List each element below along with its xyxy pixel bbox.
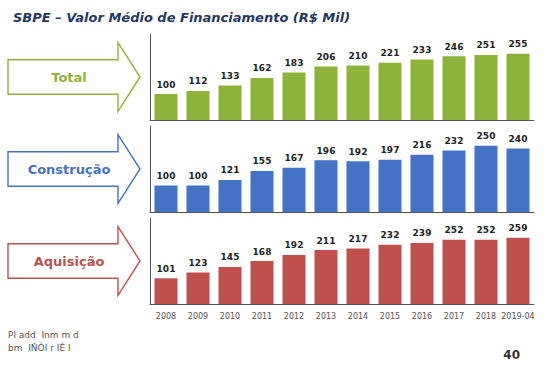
svg-text:259: 259 bbox=[509, 223, 528, 233]
svg-text:216: 216 bbox=[413, 140, 432, 150]
svg-text:251: 251 bbox=[477, 40, 496, 50]
svg-text:145: 145 bbox=[221, 252, 240, 262]
svg-text:bm IÑÔI r IÈ l: bm IÑÔI r IÈ l bbox=[8, 342, 70, 353]
svg-text:2014: 2014 bbox=[348, 312, 368, 321]
svg-text:192: 192 bbox=[349, 147, 368, 157]
svg-text:123: 123 bbox=[189, 258, 208, 268]
svg-text:183: 183 bbox=[285, 58, 304, 68]
svg-text:2011: 2011 bbox=[252, 312, 272, 321]
svg-text:121: 121 bbox=[221, 165, 240, 175]
svg-text:133: 133 bbox=[221, 71, 240, 81]
svg-text:217: 217 bbox=[349, 234, 368, 244]
svg-text:240: 240 bbox=[509, 134, 528, 144]
svg-text:167: 167 bbox=[285, 153, 304, 163]
svg-text:2010: 2010 bbox=[220, 312, 240, 321]
svg-text:232: 232 bbox=[445, 136, 464, 146]
svg-text:2018: 2018 bbox=[476, 312, 496, 321]
svg-text:112: 112 bbox=[189, 76, 208, 86]
svg-text:2019-04: 2019-04 bbox=[501, 312, 534, 321]
svg-text:210: 210 bbox=[349, 51, 368, 61]
svg-text:197: 197 bbox=[381, 145, 400, 155]
svg-text:Construção: Construção bbox=[28, 162, 111, 177]
svg-text:Aquisição: Aquisição bbox=[34, 254, 105, 269]
svg-text:2017: 2017 bbox=[444, 312, 464, 321]
svg-text:239: 239 bbox=[413, 228, 432, 238]
svg-text:Total: Total bbox=[51, 70, 87, 85]
svg-text:101: 101 bbox=[157, 264, 176, 274]
svg-text:192: 192 bbox=[285, 240, 304, 250]
svg-text:100: 100 bbox=[189, 171, 208, 181]
svg-text:232: 232 bbox=[381, 230, 400, 240]
svg-text:211: 211 bbox=[317, 236, 336, 246]
svg-text:206: 206 bbox=[317, 52, 336, 62]
svg-text:40: 40 bbox=[503, 348, 520, 362]
svg-text:162: 162 bbox=[253, 63, 272, 73]
svg-text:252: 252 bbox=[445, 225, 464, 235]
svg-text:168: 168 bbox=[253, 247, 272, 257]
svg-text:2008: 2008 bbox=[156, 312, 176, 321]
svg-text:255: 255 bbox=[509, 39, 528, 49]
svg-text:2009: 2009 bbox=[188, 312, 208, 321]
svg-text:252: 252 bbox=[477, 225, 496, 235]
svg-text:2016: 2016 bbox=[412, 312, 432, 321]
svg-text:SBPE – Valor Médio de Financia: SBPE – Valor Médio de Financiamento (R$ … bbox=[13, 10, 350, 25]
svg-text:246: 246 bbox=[445, 42, 464, 52]
svg-text:100: 100 bbox=[157, 171, 176, 181]
svg-text:221: 221 bbox=[381, 48, 400, 58]
svg-text:2012: 2012 bbox=[284, 312, 304, 321]
svg-text:250: 250 bbox=[477, 131, 496, 141]
svg-text:2013: 2013 bbox=[316, 312, 336, 321]
svg-text:233: 233 bbox=[413, 45, 432, 55]
svg-text:Pl add Inm m d: Pl add Inm m d bbox=[8, 330, 79, 340]
svg-text:100: 100 bbox=[157, 80, 176, 90]
svg-text:155: 155 bbox=[253, 156, 272, 166]
svg-text:2015: 2015 bbox=[380, 312, 400, 321]
svg-text:196: 196 bbox=[317, 146, 336, 156]
